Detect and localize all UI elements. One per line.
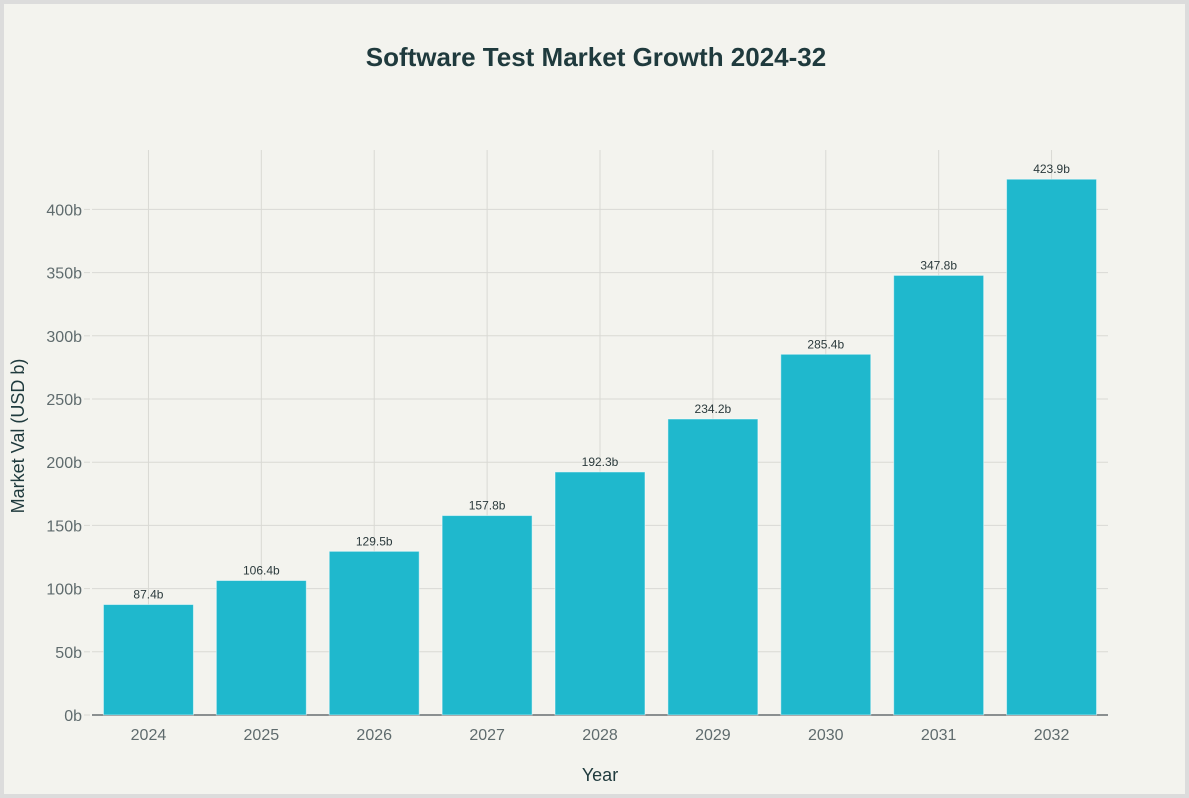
bar-chart: Software Test Market Growth 2024-32 0b 50… — [8, 42, 1108, 785]
y-tick-label: 300b — [46, 329, 82, 346]
bar-2032 — [1006, 178, 1098, 716]
y-axis-label: Market Val (USD b) — [8, 359, 28, 514]
data-label: 234.2b — [695, 402, 732, 416]
bar-2027 — [441, 515, 533, 716]
y-tick-label: 200b — [46, 455, 82, 472]
x-tick-label: 2028 — [582, 727, 618, 744]
x-tick-label: 2029 — [695, 727, 731, 744]
bar-2026 — [328, 550, 420, 716]
x-tick-label: 2024 — [131, 727, 167, 744]
data-label: 347.8b — [920, 258, 957, 272]
bar-2025 — [215, 580, 307, 716]
x-tick-label: 2032 — [1034, 727, 1070, 744]
x-tick-label: 2030 — [808, 727, 844, 744]
x-tick-label: 2027 — [469, 727, 505, 744]
y-tick-label: 150b — [46, 518, 82, 535]
x-tick-label: 2025 — [244, 727, 280, 744]
data-label: 285.4b — [807, 337, 844, 351]
data-label: 157.8b — [469, 499, 506, 513]
chart-frame: Software Test Market Growth 2024-32 0b 50… — [4, 4, 1185, 794]
x-tick-label: 2026 — [356, 727, 392, 744]
bar-2031 — [893, 274, 985, 716]
y-tick-label: 400b — [46, 202, 82, 219]
bar-2029 — [667, 418, 759, 716]
y-tick-label: 350b — [46, 266, 82, 283]
bar-2028 — [554, 471, 646, 716]
y-tick-label: 0b — [64, 708, 82, 725]
y-tick-label: 250b — [46, 392, 82, 409]
data-label: 423.9b — [1033, 162, 1070, 176]
y-tick-label: 50b — [55, 645, 82, 662]
data-label: 129.5b — [356, 534, 393, 548]
bar-2030 — [780, 353, 872, 716]
x-axis-label: Year — [582, 765, 618, 785]
bar-2024 — [102, 604, 194, 716]
data-label: 106.4b — [243, 564, 280, 578]
data-label: 87.4b — [133, 588, 163, 602]
y-tick-label: 100b — [46, 582, 82, 599]
data-label: 192.3b — [582, 455, 619, 469]
x-tick-label: 2031 — [921, 727, 957, 744]
chart-title: Software Test Market Growth 2024-32 — [366, 42, 826, 72]
